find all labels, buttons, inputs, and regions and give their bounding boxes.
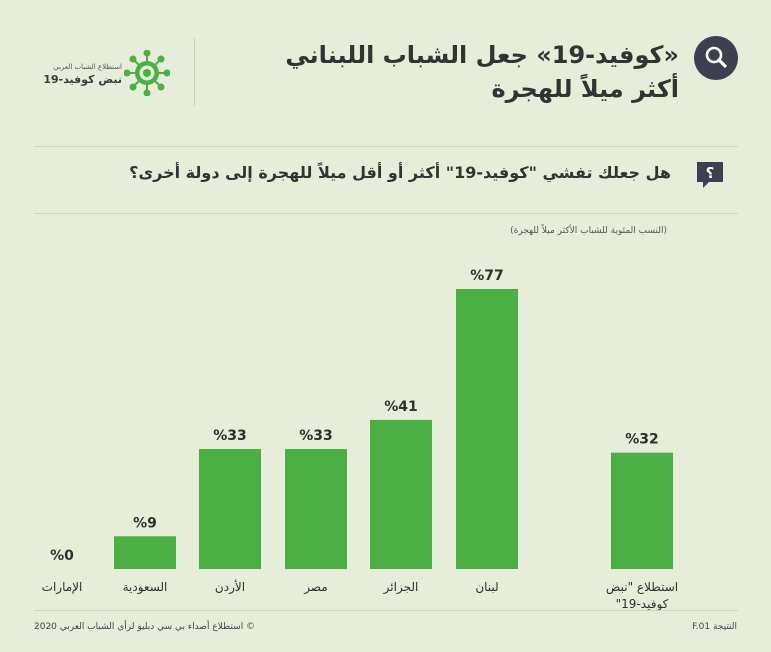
- value-label-5: %77: [470, 268, 504, 284]
- category-label-0: الإمارات: [42, 580, 83, 595]
- logo-text: استطلاع الشباب العربي نبض كوفيد-19: [40, 62, 122, 88]
- question-icon: ؟: [697, 162, 723, 188]
- footer-copyright: © استطلاع أصداء بي سي دبليو لرأي الشباب …: [34, 622, 256, 632]
- category-label-6-line-1: كوفيد-19": [616, 597, 669, 612]
- category-label-4: الجزائر: [383, 580, 419, 595]
- bar-2: [199, 449, 261, 569]
- search-badge: [694, 36, 738, 80]
- bar-6: [611, 452, 673, 569]
- category-label-2: الأردن: [215, 579, 245, 595]
- value-label-1: %9: [133, 515, 157, 531]
- magnifier-icon: [705, 46, 727, 68]
- value-label-0: %0: [50, 548, 74, 564]
- headline-line-2: أكثر ميلاً للهجرة: [491, 75, 679, 103]
- value-label-6: %32: [625, 432, 659, 448]
- virus-logo-icon: [124, 50, 170, 96]
- category-label-6-line-0: استطلاع "نبض: [606, 580, 678, 595]
- value-label-2: %33: [213, 428, 247, 444]
- value-label-4: %41: [384, 399, 418, 415]
- logo-subtitle: استطلاع الشباب العربي: [53, 63, 122, 71]
- value-label-3: %33: [299, 428, 333, 444]
- category-label-5: لبنان: [475, 580, 498, 594]
- bar-1: [114, 536, 176, 569]
- header-divider: [194, 38, 195, 106]
- bar-3: [285, 449, 347, 569]
- divider-middle: [34, 213, 738, 214]
- bar-4: [370, 419, 432, 569]
- category-label-1: السعودية: [123, 580, 168, 595]
- bar-5: [456, 289, 518, 569]
- headline: «كوفيد-19» جعل الشباب اللبناني أكثر ميلا…: [259, 38, 679, 106]
- question-text: هل جعلك تفشي "كوفيد-19" أكثر أو أقل ميلا…: [129, 163, 671, 182]
- category-label-3: مصر: [303, 580, 327, 595]
- divider-bottom: [34, 610, 738, 611]
- footer-result-code: النتيجة F.01: [692, 622, 737, 632]
- divider-top: [34, 146, 738, 147]
- chart-subtitle: (النسب المئوية للشباب الأكثر ميلاً للهجر…: [510, 226, 667, 236]
- headline-line-1: «كوفيد-19» جعل الشباب اللبناني: [285, 41, 679, 69]
- logo-title: نبض كوفيد-19: [43, 73, 122, 86]
- svg-text:؟: ؟: [706, 164, 715, 182]
